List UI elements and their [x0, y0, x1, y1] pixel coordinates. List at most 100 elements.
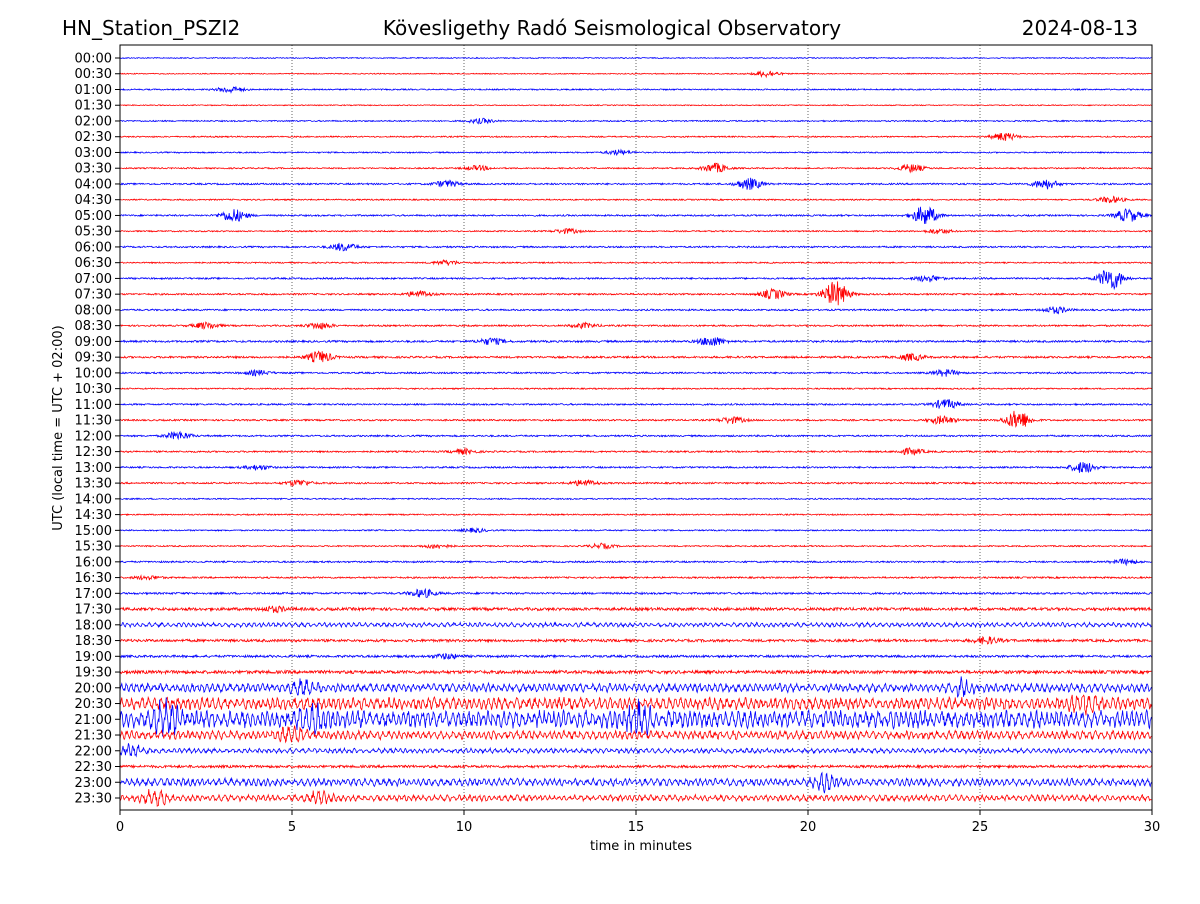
y-tick-label: 04:00: [75, 177, 112, 192]
y-tick-label: 17:30: [75, 603, 112, 618]
x-axis-label: time in minutes: [590, 839, 692, 854]
y-tick-label: 07:00: [75, 272, 112, 287]
trace-1630: [119, 574, 1152, 581]
trace-1930: [119, 668, 1152, 676]
y-tick-label: 12:30: [75, 445, 112, 460]
y-tick-label: 13:30: [75, 477, 112, 492]
y-tick-label: 14:30: [75, 508, 112, 523]
y-tick-label: 20:30: [75, 697, 112, 712]
y-tick-label: 23:00: [75, 776, 112, 791]
y-tick-label: 18:00: [75, 618, 112, 633]
y-tick-label: 01:00: [75, 83, 112, 98]
trace-2330: [119, 788, 1152, 807]
trace-0530: [119, 227, 1152, 235]
trace-1530: [119, 542, 1152, 550]
trace-0200: [119, 117, 1152, 125]
y-tick-label: 22:30: [75, 760, 112, 775]
y-tick-label: 19:00: [75, 650, 112, 665]
trace-0700: [119, 270, 1152, 291]
y-tick-label: 08:00: [75, 303, 112, 318]
trace-2300: [119, 771, 1152, 794]
y-tick-label: 06:00: [75, 240, 112, 255]
trace-0230: [119, 132, 1152, 142]
y-tick-label: 09:00: [75, 335, 112, 350]
trace-0600: [119, 242, 1152, 252]
y-tick-label: 20:00: [75, 681, 112, 696]
chart-title: Kövesligethy Radó Seismological Observat…: [383, 16, 841, 40]
y-tick-label: 15:30: [75, 540, 112, 555]
trace-0900: [119, 337, 1152, 346]
y-tick-label: 04:30: [75, 193, 112, 208]
y-tick-label: 06:30: [75, 256, 112, 271]
y-tick-label: 10:30: [75, 382, 112, 397]
x-tick-label: 30: [1144, 820, 1161, 835]
trace-1000: [119, 368, 1152, 377]
trace-2230: [119, 763, 1152, 770]
trace-1600: [119, 558, 1152, 567]
trace-1230: [119, 446, 1152, 456]
y-tick-label: 05:00: [75, 209, 112, 224]
trace-2200: [119, 743, 1152, 758]
y-tick-label: 23:30: [75, 792, 112, 807]
y-tick-label: 22:00: [75, 744, 112, 759]
trace-0130: [119, 104, 1152, 107]
trace-0500: [119, 206, 1152, 224]
chart-date: 2024-08-13: [1022, 16, 1138, 40]
x-tick-label: 25: [972, 820, 989, 835]
trace-0100: [119, 86, 1152, 94]
seismic-traces: [119, 56, 1152, 807]
trace-1730: [119, 605, 1152, 614]
y-tick-label: 01:30: [75, 99, 112, 114]
trace-0930: [119, 350, 1152, 363]
y-tick-label: 05:30: [75, 225, 112, 240]
trace-2130: [119, 725, 1152, 744]
station-name: HN_Station_PSZI2: [62, 16, 240, 40]
trace-0630: [119, 259, 1152, 266]
y-tick-label: 11:30: [75, 414, 112, 429]
y-tick-label: 02:30: [75, 130, 112, 145]
trace-1330: [119, 479, 1152, 488]
trace-1200: [119, 430, 1152, 441]
trace-2030: [119, 694, 1152, 716]
trace-2000: [119, 676, 1152, 698]
trace-0300: [119, 148, 1152, 157]
y-tick-label: 00:00: [75, 52, 112, 67]
y-tick-label: 21:30: [75, 729, 112, 744]
y-tick-label: 18:30: [75, 634, 112, 649]
y-tick-label: 08:30: [75, 319, 112, 334]
y-tick-label: 11:00: [75, 398, 112, 413]
trace-0030: [119, 70, 1152, 79]
y-tick-label: 12:00: [75, 429, 112, 444]
trace-1830: [119, 635, 1152, 645]
trace-1100: [119, 399, 1152, 410]
x-tick-label: 5: [288, 820, 296, 835]
trace-0400: [119, 177, 1152, 190]
trace-1430: [119, 513, 1152, 517]
trace-1300: [120, 462, 1152, 474]
trace-2100: [119, 697, 1152, 737]
x-axis: 0 5 10 15 20 25 30: [116, 810, 1160, 835]
y-tick-label: 03:30: [75, 162, 112, 177]
y-axis: 00:0000:3001:0001:3002:0002:3003:0003:30…: [75, 52, 120, 807]
trace-0000: [119, 56, 1152, 60]
y-tick-label: 16:00: [75, 555, 112, 570]
y-tick-label: 13:00: [75, 461, 112, 476]
trace-0800: [119, 306, 1152, 315]
y-tick-label: 03:00: [75, 146, 112, 161]
y-tick-label: 07:30: [75, 288, 112, 303]
grid-lines: [291, 45, 981, 810]
trace-0830: [119, 321, 1152, 330]
y-axis-label: UTC (local time = UTC + 02:00): [51, 325, 66, 530]
y-tick-label: 21:00: [75, 713, 112, 728]
y-tick-label: 14:00: [75, 492, 112, 507]
y-tick-label: 09:30: [75, 351, 112, 366]
x-tick-label: 20: [800, 820, 817, 835]
trace-1700: [119, 587, 1152, 598]
y-tick-label: 10:00: [75, 366, 112, 381]
trace-0330: [119, 162, 1152, 174]
y-tick-label: 15:00: [75, 524, 112, 539]
x-tick-label: 0: [116, 820, 124, 835]
y-tick-label: 16:30: [75, 571, 112, 586]
y-tick-label: 00:30: [75, 67, 112, 82]
